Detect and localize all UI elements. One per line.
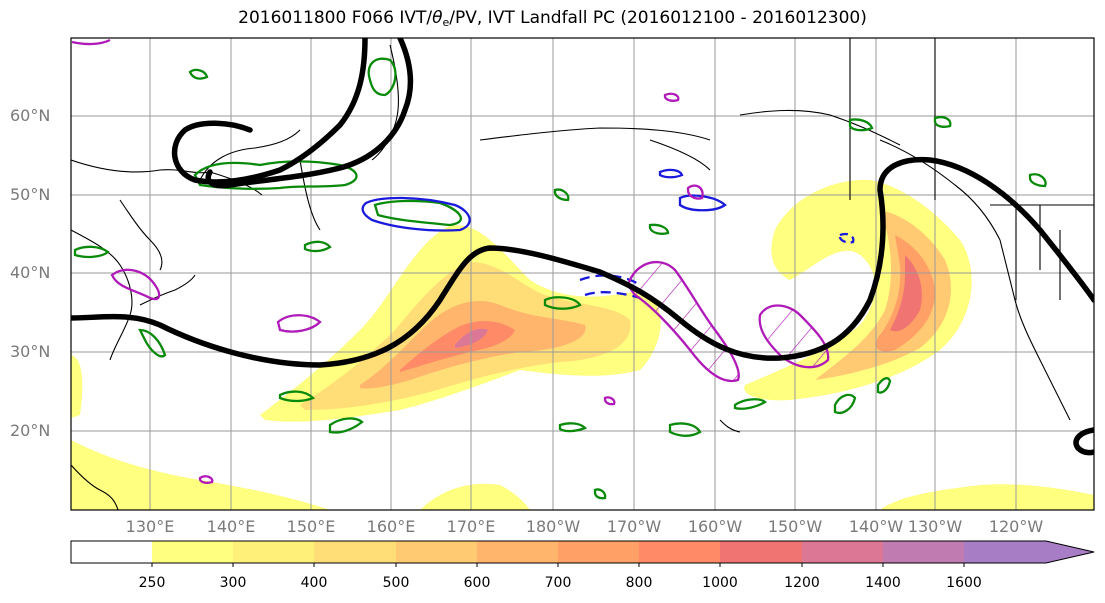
colorbar-tick-label: 300 bbox=[219, 575, 247, 591]
colorbar-tick-label: 1200 bbox=[784, 575, 820, 591]
colorbar-tick-label: 800 bbox=[625, 575, 653, 591]
lon-label-130w: 130°W bbox=[907, 517, 963, 536]
pv-contours bbox=[73, 57, 1047, 500]
colorbar bbox=[70, 540, 1095, 567]
lat-label-50n: 50°N bbox=[10, 185, 51, 204]
plot-border bbox=[70, 37, 1095, 511]
map-title: 2016011800 F066 IVT/θe/PV, IVT Landfall … bbox=[238, 8, 867, 29]
jet-contours bbox=[71, 38, 1094, 456]
lat-label-20n: 20°N bbox=[10, 421, 51, 440]
lon-label-120w: 120°W bbox=[988, 517, 1044, 536]
graticule bbox=[71, 38, 1094, 510]
lon-label-140e: 140°E bbox=[206, 517, 256, 536]
lon-label-140w: 140°W bbox=[848, 517, 904, 536]
lat-label-60n: 60°N bbox=[10, 106, 51, 125]
lon-label-160w: 160°W bbox=[687, 517, 743, 536]
lon-label-160e: 160°E bbox=[366, 517, 416, 536]
ivt-shading bbox=[71, 179, 1094, 510]
lat-label-40n: 40°N bbox=[10, 263, 51, 282]
lon-label-180w: 180°W bbox=[525, 517, 581, 536]
colorbar-tick-label: 600 bbox=[463, 575, 491, 591]
lon-label-150w: 150°W bbox=[767, 517, 823, 536]
lat-label-30n: 30°N bbox=[10, 342, 51, 361]
colorbar-tick-label: 700 bbox=[544, 575, 572, 591]
colorbar-tick-label: 400 bbox=[300, 575, 328, 591]
colorbar-tick-label: 500 bbox=[382, 575, 410, 591]
colorbar-tick-label: 1000 bbox=[702, 575, 738, 591]
colorbar-tick-label: 250 bbox=[138, 575, 166, 591]
lon-label-130e: 130°E bbox=[125, 517, 175, 536]
colorbar-tick-label: 1400 bbox=[865, 575, 901, 591]
lon-label-150e: 150°E bbox=[286, 517, 336, 536]
colorbar-tick-label: 1600 bbox=[946, 575, 982, 591]
lon-label-170w: 170°W bbox=[606, 517, 662, 536]
lon-label-170e: 170°E bbox=[446, 517, 496, 536]
